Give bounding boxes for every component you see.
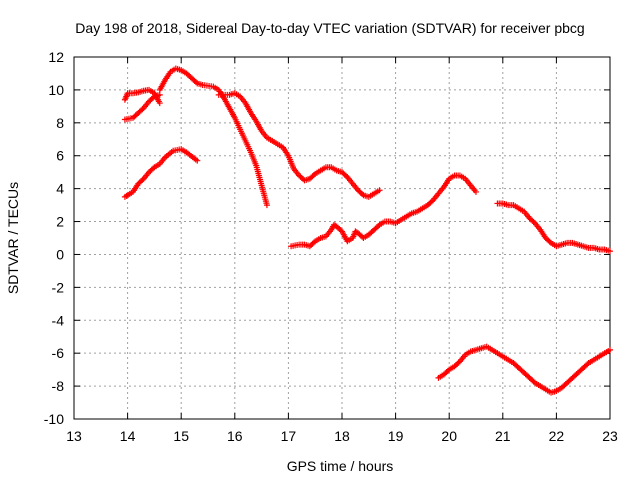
data-point <box>139 106 146 113</box>
data-point <box>444 367 451 374</box>
series-arc-4 <box>156 65 270 209</box>
x-tick-label: 21 <box>495 428 511 444</box>
data-point <box>156 100 163 107</box>
x-tick-label: 16 <box>227 428 243 444</box>
y-tick-label: 10 <box>48 82 64 98</box>
y-tick-label: -10 <box>44 411 64 427</box>
series-arc-3 <box>121 146 201 200</box>
data-point <box>428 198 435 205</box>
x-axis-label: GPS time / hours <box>287 458 394 474</box>
y-tick-label: 12 <box>48 49 64 65</box>
chart-title: Day 198 of 2018, Sidereal Day-to-day VTE… <box>75 20 584 36</box>
y-tick-label: -2 <box>52 279 65 295</box>
data-point <box>473 188 479 195</box>
series-arc-6 <box>288 172 479 250</box>
x-tick-label: 20 <box>441 428 457 444</box>
data-point <box>530 218 537 225</box>
data-point <box>607 248 613 255</box>
data-point <box>584 361 591 368</box>
y-tick-label: -4 <box>52 312 65 328</box>
data-point <box>150 165 157 172</box>
data-point <box>375 223 382 230</box>
x-tick-label: 14 <box>120 428 136 444</box>
x-tick-label: 22 <box>549 428 565 444</box>
data-point <box>359 190 366 197</box>
data-point <box>150 94 157 101</box>
data-point <box>376 187 383 194</box>
data-point <box>455 359 462 366</box>
data-point <box>263 202 270 209</box>
x-tick-label: 19 <box>388 428 404 444</box>
y-tick-label: -6 <box>52 345 65 361</box>
y-axis-ticks: -10 -8 -6 -4 -2 0 2 4 6 8 10 12 <box>44 49 610 427</box>
x-tick-label: 23 <box>602 428 618 444</box>
y-tick-label: 6 <box>56 148 64 164</box>
series-arc-7 <box>494 200 613 255</box>
x-tick-label: 17 <box>281 428 297 444</box>
data-point <box>310 239 317 246</box>
x-tick-label: 13 <box>66 428 82 444</box>
y-tick-label: 8 <box>56 115 64 131</box>
series-arc-8 <box>435 343 613 396</box>
data-point <box>546 238 553 245</box>
y-tick-label: 4 <box>56 181 64 197</box>
data-point <box>139 176 146 183</box>
data-point <box>310 172 317 179</box>
series-arc-5 <box>215 90 383 200</box>
data-point <box>530 378 537 385</box>
data-point <box>343 172 350 179</box>
grid-lines <box>74 57 610 419</box>
x-axis-ticks: 13 14 15 16 17 18 19 20 21 22 23 <box>66 57 618 444</box>
x-tick-label: 15 <box>173 428 189 444</box>
y-axis-label: SDTVAR / TECUs <box>5 182 21 294</box>
series-arc-2 <box>121 91 163 123</box>
y-tick-label: 0 <box>56 246 64 262</box>
data-point <box>194 157 201 164</box>
data-point <box>192 79 199 86</box>
data-point <box>607 346 613 353</box>
x-tick-label: 18 <box>334 428 350 444</box>
y-tick-label: 2 <box>56 214 64 230</box>
data-markers <box>121 65 613 396</box>
y-tick-label: -8 <box>52 378 65 394</box>
